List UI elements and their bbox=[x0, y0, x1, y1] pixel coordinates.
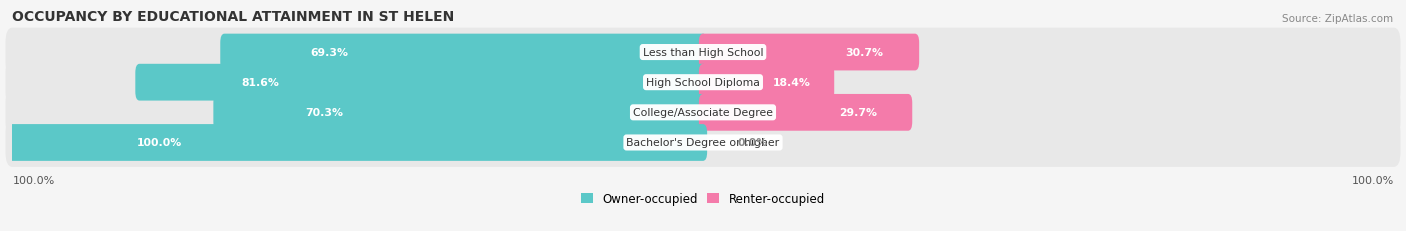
Text: 69.3%: 69.3% bbox=[311, 48, 349, 58]
FancyBboxPatch shape bbox=[214, 94, 707, 131]
Text: 70.3%: 70.3% bbox=[305, 108, 343, 118]
Text: 81.6%: 81.6% bbox=[240, 78, 278, 88]
Text: Bachelor's Degree or higher: Bachelor's Degree or higher bbox=[627, 138, 779, 148]
Text: OCCUPANCY BY EDUCATIONAL ATTAINMENT IN ST HELEN: OCCUPANCY BY EDUCATIONAL ATTAINMENT IN S… bbox=[13, 10, 454, 24]
Text: 100.0%: 100.0% bbox=[13, 175, 55, 185]
Text: College/Associate Degree: College/Associate Degree bbox=[633, 108, 773, 118]
FancyBboxPatch shape bbox=[8, 125, 707, 161]
FancyBboxPatch shape bbox=[6, 119, 1400, 167]
Text: High School Diploma: High School Diploma bbox=[647, 78, 759, 88]
FancyBboxPatch shape bbox=[699, 64, 834, 101]
FancyBboxPatch shape bbox=[6, 58, 1400, 107]
FancyBboxPatch shape bbox=[699, 34, 920, 71]
Text: 30.7%: 30.7% bbox=[845, 48, 883, 58]
Text: Source: ZipAtlas.com: Source: ZipAtlas.com bbox=[1282, 14, 1393, 24]
FancyBboxPatch shape bbox=[221, 34, 707, 71]
Text: 0.0%: 0.0% bbox=[738, 138, 768, 148]
FancyBboxPatch shape bbox=[6, 88, 1400, 137]
FancyBboxPatch shape bbox=[135, 64, 707, 101]
Text: 29.7%: 29.7% bbox=[839, 108, 877, 118]
Text: 18.4%: 18.4% bbox=[773, 78, 811, 88]
FancyBboxPatch shape bbox=[6, 28, 1400, 77]
Text: 100.0%: 100.0% bbox=[1351, 175, 1393, 185]
Text: 100.0%: 100.0% bbox=[136, 138, 181, 148]
FancyBboxPatch shape bbox=[699, 94, 912, 131]
Text: Less than High School: Less than High School bbox=[643, 48, 763, 58]
Legend: Owner-occupied, Renter-occupied: Owner-occupied, Renter-occupied bbox=[581, 193, 825, 206]
